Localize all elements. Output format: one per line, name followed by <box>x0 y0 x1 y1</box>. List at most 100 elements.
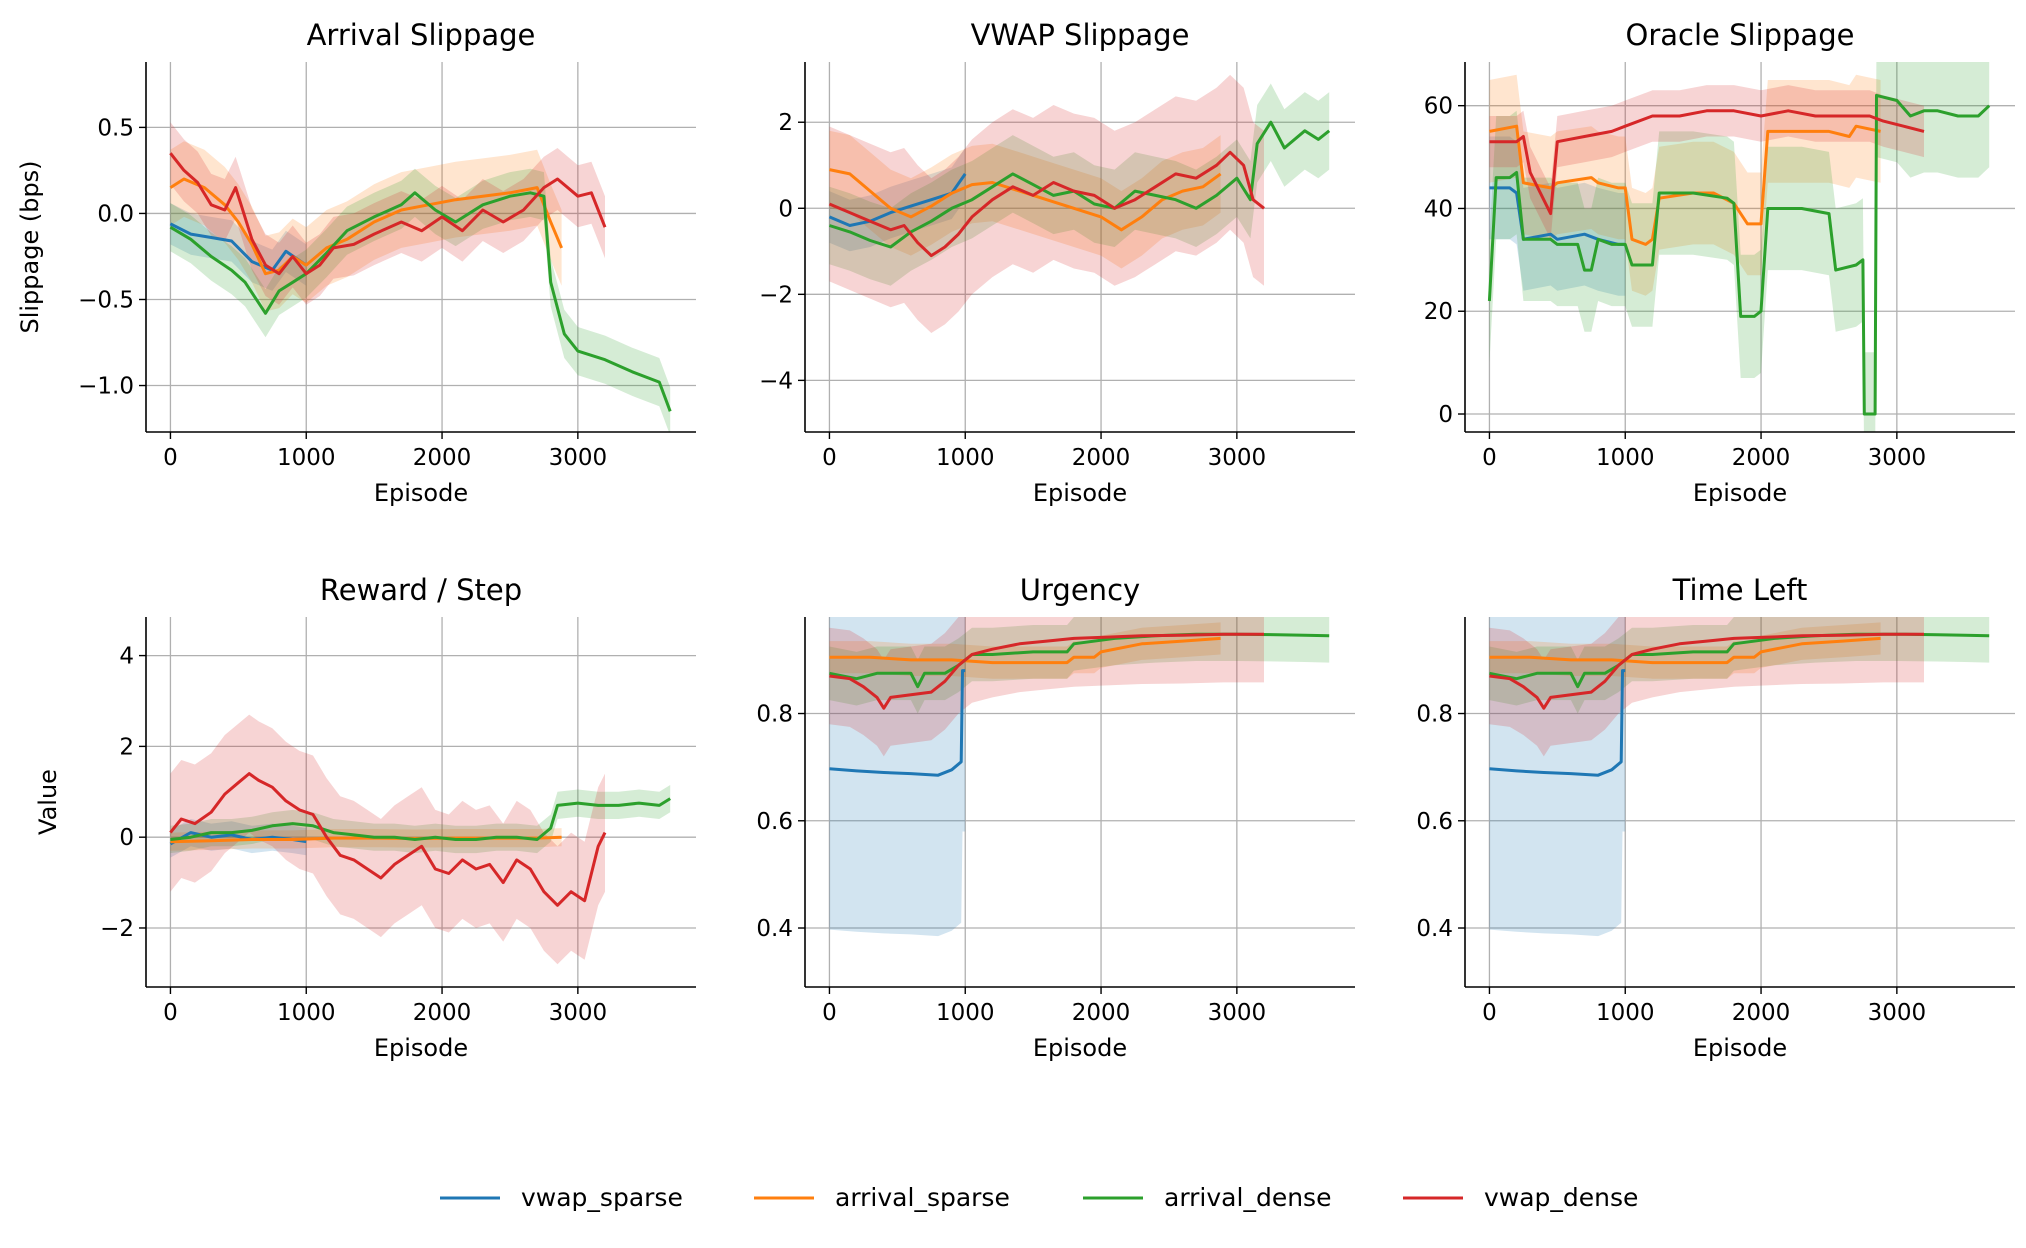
band-arrival_dense <box>170 785 671 854</box>
legend-item-arrival_sparse: arrival_sparse <box>754 1183 1010 1212</box>
y-tick-label: 60 <box>1424 94 1453 120</box>
plot-area <box>169 122 672 432</box>
series-line-vwap_sparse <box>1489 669 1626 777</box>
y-tick-label: 0 <box>1438 402 1453 428</box>
band-vwap_sparse <box>1489 617 1626 937</box>
x-tick-label: 0 <box>822 445 837 471</box>
x-axis-label: Episode <box>1033 479 1127 507</box>
y-tick-label: −2 <box>759 282 793 308</box>
y-tick-label: −1.0 <box>78 374 134 400</box>
x-tick-label: 3000 <box>549 1000 608 1026</box>
x-tick-label: 2000 <box>413 1000 472 1026</box>
legend-label: vwap_dense <box>1484 1183 1638 1212</box>
series-line-arrival_sparse <box>829 636 1221 665</box>
series-line-arrival_dense <box>828 120 1331 249</box>
x-tick-label: 1000 <box>1596 1000 1655 1026</box>
band-arrival_dense <box>170 168 671 432</box>
subplot-1: 0 1000 2000 3000 −1.0 −0.5 0.0 0.5 Arrival Slipp… <box>16 18 696 507</box>
y-tick-label: 4 <box>119 644 134 670</box>
series-line-arrival_dense <box>170 797 671 841</box>
subplot-2: 0 1000 2000 3000 −4 −2 0 2 VWAP Slippage Episode <box>759 18 1355 507</box>
x-axis-label: Episode <box>374 479 468 507</box>
x-tick-label: 2000 <box>1732 445 1791 471</box>
x-axis-label: Episode <box>374 1034 468 1062</box>
plot-area <box>169 714 671 965</box>
x-tick-label: 0 <box>822 1000 837 1026</box>
series-line-vwap_dense <box>169 772 607 907</box>
legend-item-arrival_dense: arrival_dense <box>1083 1183 1331 1212</box>
x-tick-label: 1000 <box>1596 445 1655 471</box>
plot-area <box>1489 617 1990 937</box>
legend-label: vwap_sparse <box>521 1183 683 1212</box>
subplot-title: VWAP Slippage <box>971 18 1190 52</box>
plot-area <box>828 74 1331 334</box>
y-tick-label: 2 <box>778 110 793 136</box>
x-tick-label: 0 <box>163 1000 178 1026</box>
subplot-title: Oracle Slippage <box>1626 18 1855 52</box>
x-tick-label: 2000 <box>1732 1000 1791 1026</box>
x-tick-label: 1000 <box>936 445 995 471</box>
legend-label: arrival_sparse <box>835 1183 1010 1212</box>
y-tick-label: 2 <box>119 734 134 760</box>
x-tick-label: 0 <box>163 445 178 471</box>
band-vwap_sparse <box>829 617 966 937</box>
series-line-arrival_dense <box>1487 93 1991 416</box>
series-line-vwap_sparse <box>169 222 308 272</box>
band-vwap_dense <box>829 617 1264 757</box>
legend-label: arrival_dense <box>1164 1183 1331 1212</box>
legend: vwap_sparse arrival_sparse arrival_dense vw… <box>440 1183 1638 1212</box>
x-tick-label: 2000 <box>413 445 472 471</box>
band-arrival_dense <box>1489 62 1990 432</box>
y-tick-label: 0.4 <box>756 916 793 942</box>
y-tick-label: 0.5 <box>97 115 134 141</box>
y-tick-label: 0.6 <box>1416 809 1453 835</box>
x-tick-label: 2000 <box>1072 445 1131 471</box>
band-vwap_sparse <box>1489 136 1626 296</box>
series-line-arrival_sparse <box>1489 636 1881 665</box>
series-line-vwap_dense <box>1489 632 1924 710</box>
x-tick-label: 2000 <box>1072 1000 1131 1026</box>
y-tick-label: 0.8 <box>756 702 793 728</box>
subplot-4: 0 1000 2000 3000 −2 0 2 4 Reward / Step Episode Va… <box>34 573 696 1062</box>
subplot-3: 0 1000 2000 3000 0 20 40 60 Oracle Slippage Episo… <box>1424 18 2015 507</box>
series-line-arrival_dense <box>169 191 672 412</box>
series-line-vwap_dense <box>829 632 1264 710</box>
series-line-vwap_dense <box>1489 109 1925 216</box>
x-tick-label: 3000 <box>1208 445 1267 471</box>
band-arrival_sparse <box>829 130 1221 269</box>
y-tick-label: 0 <box>778 196 793 222</box>
series-line-vwap_sparse <box>829 669 966 777</box>
band-vwap_sparse <box>170 819 307 858</box>
y-tick-label: 40 <box>1424 196 1453 222</box>
subplot-6: 0 1000 2000 3000 0.4 0.6 0.8 Time Left Episode <box>1416 573 2015 1062</box>
subplot-title: Reward / Step <box>320 573 522 607</box>
series-line-arrival_sparse <box>169 177 563 276</box>
subplot-title: Arrival Slippage <box>307 18 536 52</box>
y-tick-label: 0 <box>119 825 134 851</box>
series-line-vwap_dense <box>828 150 1265 258</box>
legend-item-vwap_dense: vwap_dense <box>1403 1183 1638 1212</box>
x-axis-label: Episode <box>1033 1034 1127 1062</box>
band-arrival_dense <box>829 617 1330 714</box>
x-tick-label: 1000 <box>277 1000 336 1026</box>
subplot-title: Urgency <box>1020 573 1140 607</box>
x-tick-label: 3000 <box>549 445 608 471</box>
x-tick-label: 1000 <box>936 1000 995 1026</box>
plot-area <box>829 617 1330 937</box>
y-axis-label: Slippage (bps) <box>16 160 44 333</box>
y-tick-label: 0.0 <box>97 201 134 227</box>
band-arrival_dense <box>829 83 1330 286</box>
y-tick-label: 0.8 <box>1416 702 1453 728</box>
band-vwap_dense <box>829 74 1264 334</box>
band-vwap_sparse <box>829 148 966 252</box>
x-tick-label: 3000 <box>1208 1000 1267 1026</box>
band-vwap_dense <box>1489 617 1924 757</box>
y-tick-label: −2 <box>100 916 134 942</box>
x-axis-label: Episode <box>1693 479 1787 507</box>
y-tick-label: −0.5 <box>78 287 134 313</box>
x-tick-label: 1000 <box>277 445 336 471</box>
x-tick-label: 0 <box>1482 1000 1497 1026</box>
x-tick-label: 0 <box>1482 445 1497 471</box>
